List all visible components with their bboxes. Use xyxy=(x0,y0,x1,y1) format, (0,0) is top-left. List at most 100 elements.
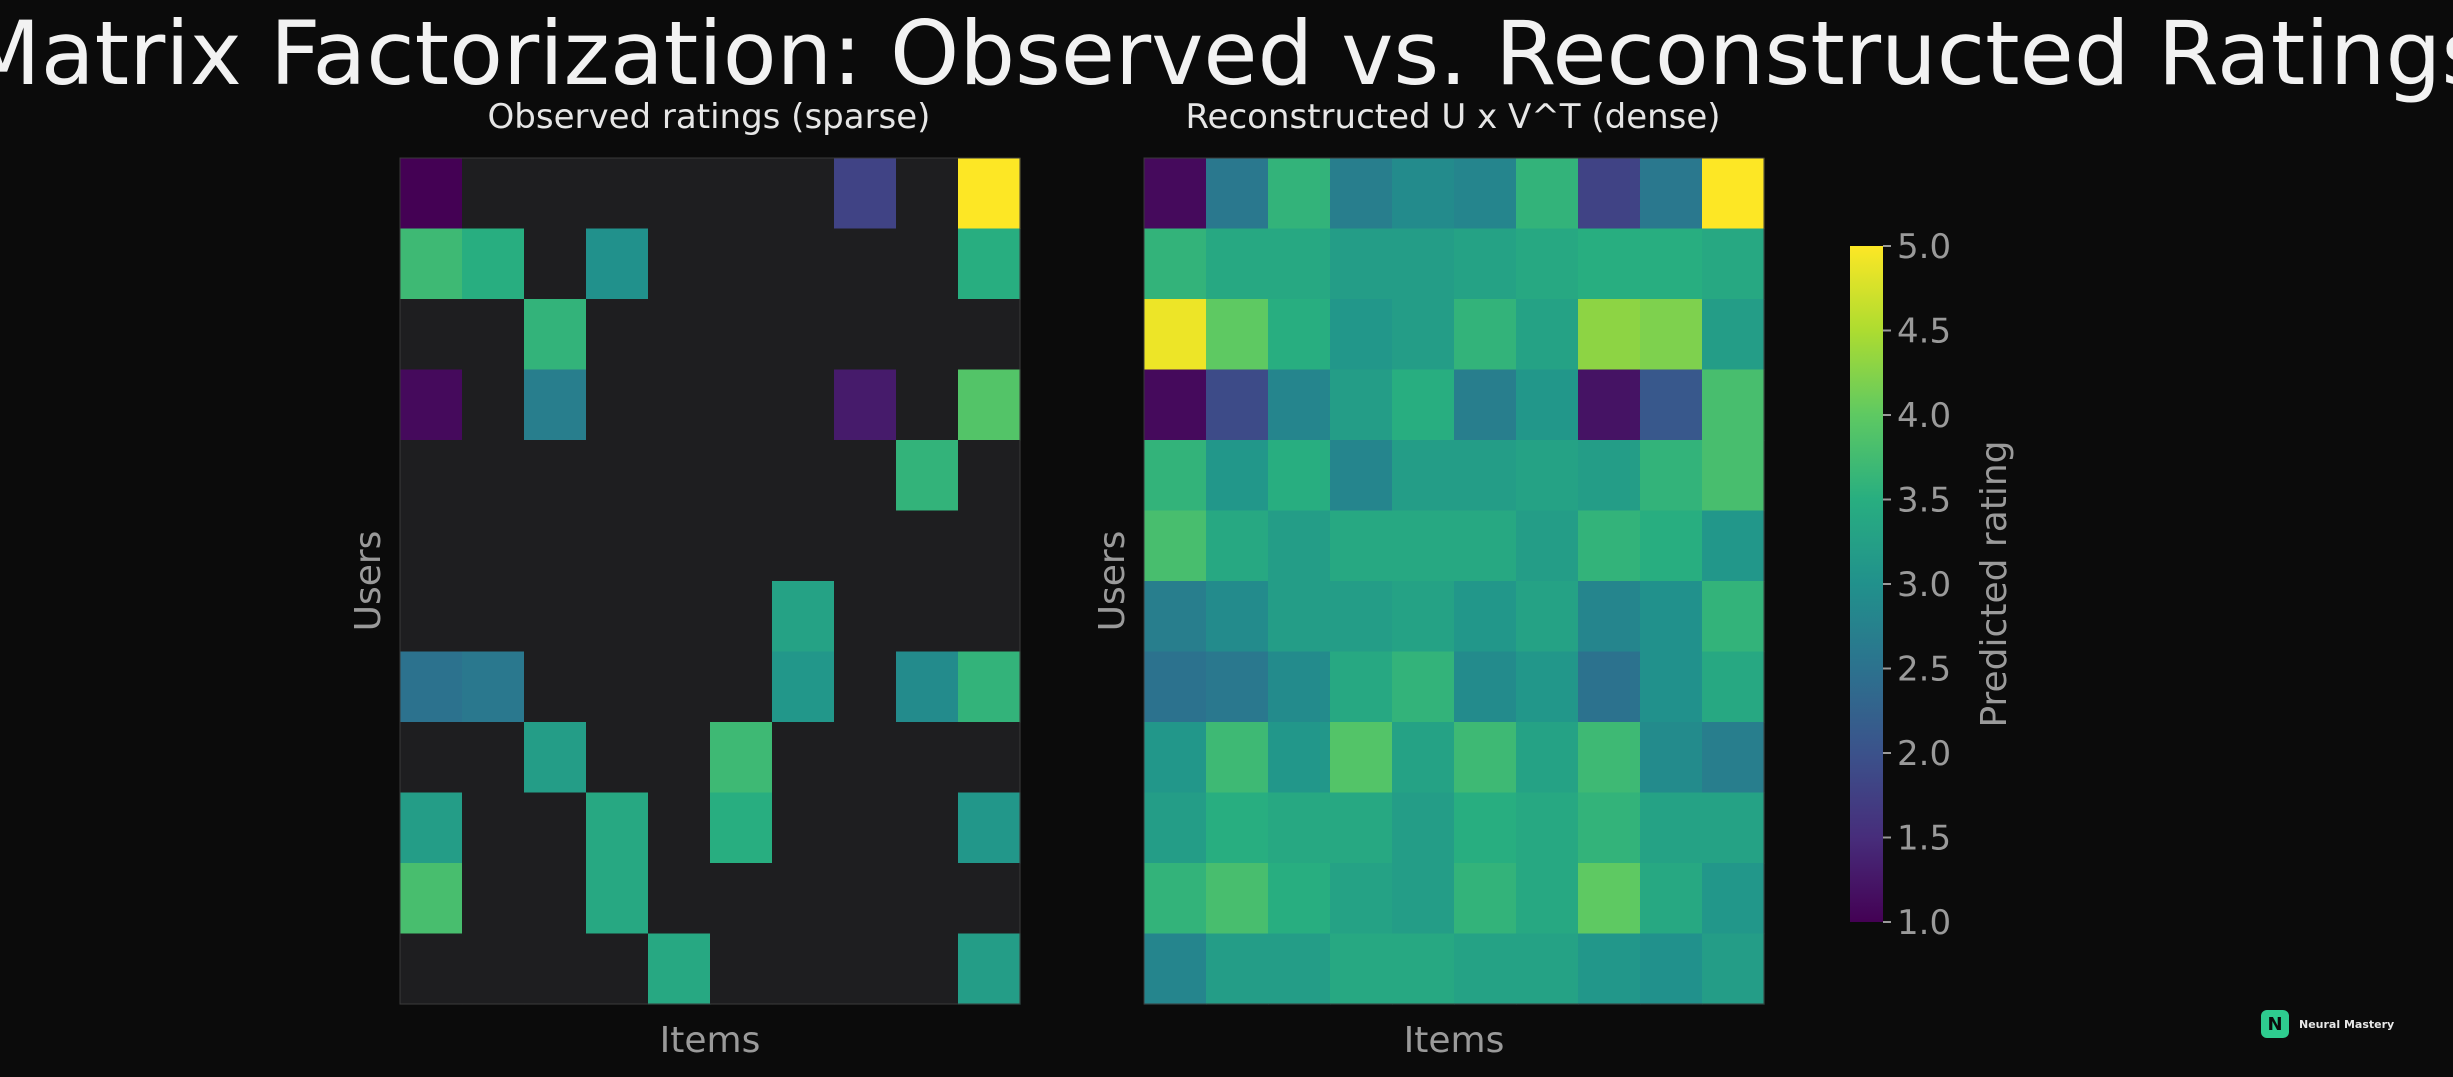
reconstructed-cell-r9-c8 xyxy=(1640,792,1703,864)
observed-cell-r5-c8 xyxy=(896,510,959,582)
observed-cell-r5-c9 xyxy=(958,510,1021,582)
observed-cell-r1-c4 xyxy=(648,228,711,300)
observed-cell-r0-c8 xyxy=(896,158,959,230)
observed-cell-r0-c2 xyxy=(524,158,587,230)
observed-cell-r1-c9 xyxy=(958,228,1021,300)
observed-cell-r10-c9 xyxy=(958,863,1021,935)
reconstructed-cell-r7-c3 xyxy=(1330,651,1393,723)
colorbar-tick-label: 2.0 xyxy=(1897,734,1951,774)
reconstructed-cell-r1-c7 xyxy=(1578,228,1641,300)
chart-title: Matrix Factorization: Observed vs. Recon… xyxy=(0,2,2453,105)
reconstructed-cell-r1-c2 xyxy=(1268,228,1331,300)
observed-cell-r6-c4 xyxy=(648,581,711,653)
reconstructed-cell-r0-c5 xyxy=(1454,158,1517,230)
observed-cell-r2-c4 xyxy=(648,299,711,371)
observed-cell-r11-c0 xyxy=(400,933,463,1005)
reconstructed-cell-r11-c1 xyxy=(1206,933,1269,1005)
observed-cell-r0-c0 xyxy=(400,158,463,230)
colorbar-tick-label: 1.5 xyxy=(1897,819,1951,859)
reconstructed-cell-r11-c3 xyxy=(1330,933,1393,1005)
brand-mark-icon: N xyxy=(2261,1010,2289,1038)
observed-cell-r2-c5 xyxy=(710,299,773,371)
observed-heatmap-cells xyxy=(400,158,1021,1005)
observed-cell-r9-c9 xyxy=(958,792,1021,864)
observed-cell-r2-c7 xyxy=(834,299,897,371)
observed-cell-r9-c6 xyxy=(772,792,835,864)
observed-cell-r2-c2 xyxy=(524,299,587,371)
observed-cell-r10-c3 xyxy=(586,863,649,935)
reconstructed-cell-r6-c0 xyxy=(1144,581,1207,653)
reconstructed-cell-r11-c0 xyxy=(1144,933,1207,1005)
observed-cell-r2-c8 xyxy=(896,299,959,371)
reconstructed-cell-r2-c5 xyxy=(1454,299,1517,371)
observed-cell-r10-c2 xyxy=(524,863,587,935)
reconstructed-cell-r1-c8 xyxy=(1640,228,1703,300)
reconstructed-cell-r4-c2 xyxy=(1268,440,1331,512)
reconstructed-cell-r1-c3 xyxy=(1330,228,1393,300)
reconstructed-cell-r10-c9 xyxy=(1702,863,1765,935)
reconstructed-cell-r8-c4 xyxy=(1392,722,1455,794)
reconstructed-cell-r7-c0 xyxy=(1144,651,1207,723)
colorbar: 1.0 1.5 2.0 2.5 3.0 3.5 4.0 4.5 5.0 Predicted ra… xyxy=(1850,227,2015,943)
reconstructed-cell-r9-c7 xyxy=(1578,792,1641,864)
reconstructed-cell-r2-c7 xyxy=(1578,299,1641,371)
brand-name: Neural Mastery xyxy=(2299,1017,2395,1031)
reconstructed-cell-r7-c2 xyxy=(1268,651,1331,723)
observed-cell-r0-c6 xyxy=(772,158,835,230)
observed-cell-r2-c0 xyxy=(400,299,463,371)
reconstructed-cell-r3-c5 xyxy=(1454,369,1517,441)
observed-cell-r8-c5 xyxy=(710,722,773,794)
observed-cell-r5-c0 xyxy=(400,510,463,582)
observed-cell-r11-c3 xyxy=(586,933,649,1005)
reconstructed-heatmap-ylabel: Users xyxy=(1092,531,1133,632)
reconstructed-cell-r2-c0 xyxy=(1144,299,1207,371)
reconstructed-cell-r6-c7 xyxy=(1578,581,1641,653)
observed-cell-r3-c1 xyxy=(462,369,525,441)
reconstructed-cell-r2-c2 xyxy=(1268,299,1331,371)
reconstructed-cell-r10-c3 xyxy=(1330,863,1393,935)
reconstructed-cell-r9-c5 xyxy=(1454,792,1517,864)
observed-cell-r8-c6 xyxy=(772,722,835,794)
reconstructed-cell-r10-c6 xyxy=(1516,863,1579,935)
reconstructed-cell-r9-c6 xyxy=(1516,792,1579,864)
observed-cell-r2-c3 xyxy=(586,299,649,371)
reconstructed-cell-r3-c0 xyxy=(1144,369,1207,441)
observed-cell-r4-c2 xyxy=(524,440,587,512)
observed-cell-r8-c2 xyxy=(524,722,587,794)
observed-cell-r3-c8 xyxy=(896,369,959,441)
observed-cell-r10-c1 xyxy=(462,863,525,935)
observed-cell-r9-c4 xyxy=(648,792,711,864)
observed-cell-r5-c4 xyxy=(648,510,711,582)
observed-cell-r8-c0 xyxy=(400,722,463,794)
observed-cell-r4-c6 xyxy=(772,440,835,512)
reconstructed-cell-r2-c6 xyxy=(1516,299,1579,371)
observed-cell-r9-c7 xyxy=(834,792,897,864)
observed-cell-r6-c1 xyxy=(462,581,525,653)
observed-cell-r4-c7 xyxy=(834,440,897,512)
observed-cell-r3-c7 xyxy=(834,369,897,441)
observed-cell-r3-c5 xyxy=(710,369,773,441)
reconstructed-cell-r10-c4 xyxy=(1392,863,1455,935)
reconstructed-cell-r11-c9 xyxy=(1702,933,1765,1005)
observed-cell-r5-c6 xyxy=(772,510,835,582)
reconstructed-cell-r10-c2 xyxy=(1268,863,1331,935)
colorbar-label: Predicted rating xyxy=(1974,440,2015,727)
reconstructed-cell-r10-c7 xyxy=(1578,863,1641,935)
reconstructed-cell-r7-c1 xyxy=(1206,651,1269,723)
observed-heatmap-xlabel: Items xyxy=(660,1020,761,1061)
observed-cell-r10-c7 xyxy=(834,863,897,935)
observed-cell-r8-c1 xyxy=(462,722,525,794)
colorbar-tick-label: 4.5 xyxy=(1897,312,1951,352)
observed-cell-r6-c7 xyxy=(834,581,897,653)
reconstructed-cell-r3-c8 xyxy=(1640,369,1703,441)
reconstructed-cell-r0-c6 xyxy=(1516,158,1579,230)
observed-cell-r11-c9 xyxy=(958,933,1021,1005)
colorbar-tick-label: 1.0 xyxy=(1897,903,1951,943)
reconstructed-cell-r4-c8 xyxy=(1640,440,1703,512)
observed-cell-r7-c7 xyxy=(834,651,897,723)
reconstructed-cell-r7-c6 xyxy=(1516,651,1579,723)
reconstructed-cell-r8-c6 xyxy=(1516,722,1579,794)
reconstructed-cell-r0-c0 xyxy=(1144,158,1207,230)
observed-cell-r4-c5 xyxy=(710,440,773,512)
reconstructed-heatmap-cells xyxy=(1144,158,1765,1005)
